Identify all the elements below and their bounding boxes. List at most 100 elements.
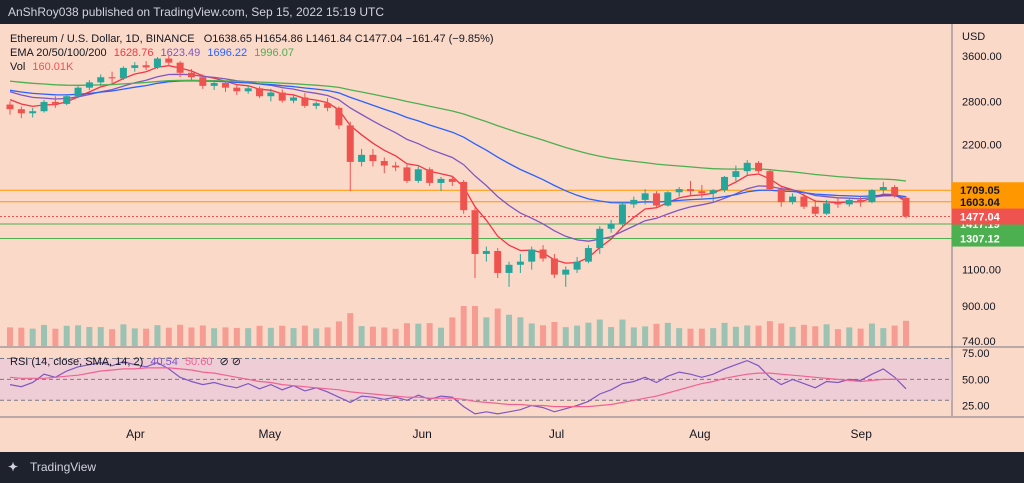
price-tick-label: 2200.00	[962, 140, 1002, 152]
candle-body	[312, 103, 320, 106]
level-badge-label: 1603.04	[960, 197, 1001, 209]
volume-bar	[52, 328, 59, 346]
candle-body	[108, 77, 116, 79]
chart-canvas[interactable]: USD 3600.00 2800.00 2200.00 1100.00 900.00 740…	[0, 24, 1024, 452]
candle-body	[256, 88, 264, 97]
header-text: AnShRoy038 published on TradingView.com,…	[8, 5, 385, 19]
rsi-tick-label: 75.00	[962, 348, 990, 360]
price-tick-label: 900.00	[962, 301, 996, 313]
volume-bar	[63, 325, 70, 346]
candle-body	[766, 171, 774, 190]
volume-bar	[846, 327, 853, 346]
volume-bar	[778, 323, 785, 346]
volume-bar	[415, 323, 422, 346]
volume-bar	[165, 327, 172, 346]
candle-body	[777, 189, 785, 203]
candle-body	[51, 101, 59, 104]
candle-body	[834, 203, 842, 205]
candle-body	[403, 167, 411, 181]
ema-label: EMA 20/50/100/200	[10, 47, 107, 59]
candle-body	[358, 154, 366, 162]
candle-body	[494, 250, 502, 273]
rsi-tick-label: 25.00	[962, 401, 990, 413]
volume-bar	[460, 306, 467, 346]
volume-bar	[676, 328, 683, 346]
footer-bar: ✦ TradingView	[0, 452, 1024, 483]
volume-bar	[267, 327, 274, 346]
candle-body	[210, 82, 218, 86]
volume-bar	[891, 325, 898, 346]
price-tick-label: 3600.00	[962, 51, 1002, 63]
volume-bar	[7, 327, 13, 346]
candle-body	[40, 101, 48, 112]
candle-body	[29, 111, 37, 114]
candle-body	[176, 62, 184, 73]
candle-body	[516, 261, 524, 265]
tradingview-logo-icon: ✦	[8, 460, 19, 474]
candle-body	[857, 199, 865, 203]
candle-body	[380, 161, 388, 166]
volume-bar	[789, 326, 796, 346]
volume-bar	[358, 326, 365, 346]
ema50-value: 1623.49	[160, 47, 201, 59]
legend-rsi: RSI (14, close, SMA, 14, 2) 40.54 50.60 …	[10, 355, 241, 369]
ema100-line	[9, 80, 907, 204]
candle-body	[199, 77, 207, 86]
candle-body	[278, 92, 286, 101]
volume-bar	[313, 328, 320, 346]
ohlc-values: O1638.65 H1654.86 L1461.84 C1477.04 −161…	[203, 33, 494, 45]
footer-brand: TradingView	[30, 460, 97, 474]
candle-body	[267, 92, 275, 97]
volume-bar	[494, 308, 501, 346]
candle-body	[85, 82, 93, 88]
volume-bar	[732, 326, 739, 346]
x-tick-label: May	[259, 427, 282, 441]
volume-bar	[347, 313, 354, 346]
candle-body	[698, 191, 706, 194]
candle-body	[732, 171, 740, 177]
candle-body	[74, 87, 82, 97]
volume-bar	[472, 306, 479, 346]
volume-bar	[109, 329, 116, 346]
candles	[6, 56, 910, 287]
volume-bar	[903, 320, 909, 346]
volume-bar	[86, 327, 93, 346]
volume-bar	[800, 324, 807, 346]
volume-bar	[392, 328, 399, 346]
volume-bar	[437, 327, 444, 346]
x-tick-label: Sep	[851, 427, 873, 441]
volume-bar	[143, 328, 150, 346]
volume-bar	[834, 329, 841, 346]
candle-body	[891, 187, 899, 196]
candle-body	[789, 196, 797, 203]
candle-body	[562, 269, 570, 275]
level-badge-label: 1307.12	[960, 234, 1000, 246]
candle-body	[448, 178, 456, 182]
vol-label: Vol	[10, 61, 26, 73]
rsi-value: 40.54	[150, 356, 178, 368]
ema20-value: 1628.76	[113, 47, 154, 59]
price-tick-label: 1100.00	[962, 265, 1001, 277]
volume-bar	[562, 327, 569, 346]
volume-bar	[812, 326, 819, 346]
volume-bar	[403, 323, 410, 346]
volume-bar	[426, 323, 433, 346]
candle-body	[755, 162, 763, 172]
volume-bar	[483, 317, 490, 346]
ema100-value: 1696.22	[207, 47, 248, 59]
legend-symbol: Ethereum / U.S. Dollar, 1D, BINANCE O163…	[10, 32, 494, 46]
candle-body	[119, 67, 127, 79]
volume-bar	[710, 328, 717, 346]
rsi-label: RSI (14, close, SMA, 14, 2)	[10, 356, 144, 368]
volume-bar	[653, 323, 660, 346]
volume-bar	[256, 325, 263, 346]
volume-bar	[755, 325, 762, 346]
volume-bar	[222, 327, 229, 346]
candle-body	[868, 190, 876, 203]
candle-body	[709, 190, 717, 194]
candle-body	[324, 103, 332, 108]
candle-body	[63, 96, 71, 104]
x-tick-label: Apr	[126, 427, 145, 441]
candle-body	[743, 162, 751, 172]
